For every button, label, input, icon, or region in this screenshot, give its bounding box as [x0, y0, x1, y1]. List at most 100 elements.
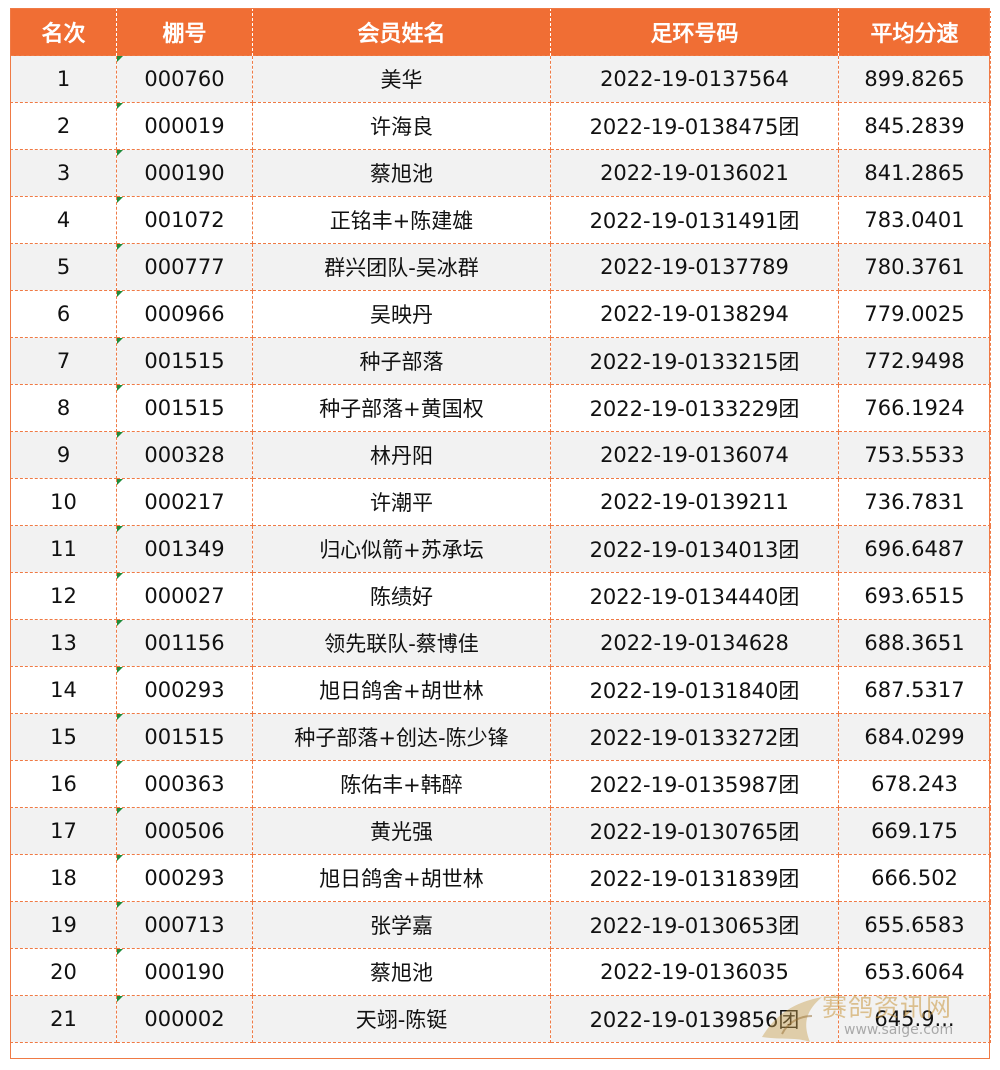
cell-ring-number[interactable]: 2022-19-0130765团: [550, 807, 839, 855]
cell-ring-number[interactable]: 2022-19-0138475团: [550, 102, 839, 150]
cell-rank[interactable]: 10: [10, 478, 117, 526]
cell-loft-number[interactable]: 000506: [116, 807, 253, 855]
cell-average-speed[interactable]: 696.6487: [838, 525, 991, 573]
cell-average-speed[interactable]: 687.5317: [838, 666, 991, 714]
cell-member-name[interactable]: 正铭丰+陈建雄: [252, 196, 551, 244]
cell-member-name[interactable]: 旭日鸽舍+胡世林: [252, 854, 551, 902]
cell-member-name[interactable]: 天翊-陈铤: [252, 995, 551, 1043]
cell-rank[interactable]: 21: [10, 995, 117, 1043]
cell-member-name[interactable]: 林丹阳: [252, 431, 551, 479]
cell-rank[interactable]: 9: [10, 431, 117, 479]
cell-average-speed[interactable]: 693.6515: [838, 572, 991, 620]
cell-member-name[interactable]: 蔡旭池: [252, 149, 551, 197]
cell-loft-number[interactable]: 000190: [116, 149, 253, 197]
cell-loft-number[interactable]: 001156: [116, 619, 253, 667]
cell-rank[interactable]: 13: [10, 619, 117, 667]
cell-loft-number[interactable]: 000217: [116, 478, 253, 526]
cell-average-speed[interactable]: 783.0401: [838, 196, 991, 244]
cell-average-speed[interactable]: 780.3761: [838, 243, 991, 291]
header-rank[interactable]: 名次: [10, 8, 117, 56]
cell-rank[interactable]: 12: [10, 572, 117, 620]
cell-average-speed[interactable]: 736.7831: [838, 478, 991, 526]
cell-member-name[interactable]: 吴映丹: [252, 290, 551, 338]
cell-loft-number[interactable]: 001515: [116, 337, 253, 385]
cell-loft-number[interactable]: 000777: [116, 243, 253, 291]
cell-loft-number[interactable]: 001515: [116, 384, 253, 432]
cell-average-speed[interactable]: 645.9...: [838, 995, 991, 1043]
cell-average-speed[interactable]: 653.6064: [838, 948, 991, 996]
cell-loft-number[interactable]: 001515: [116, 713, 253, 761]
cell-member-name[interactable]: 蔡旭池: [252, 948, 551, 996]
cell-member-name[interactable]: 张学嘉: [252, 901, 551, 949]
cell-average-speed[interactable]: 772.9498: [838, 337, 991, 385]
cell-loft-number[interactable]: 000027: [116, 572, 253, 620]
cell-ring-number[interactable]: 2022-19-0139211: [550, 478, 839, 526]
cell-loft-number[interactable]: 000293: [116, 854, 253, 902]
header-average-speed[interactable]: 平均分速: [838, 8, 991, 56]
cell-loft-number[interactable]: 000713: [116, 901, 253, 949]
cell-loft-number[interactable]: 000190: [116, 948, 253, 996]
cell-rank[interactable]: 18: [10, 854, 117, 902]
cell-average-speed[interactable]: 845.2839: [838, 102, 991, 150]
cell-rank[interactable]: 20: [10, 948, 117, 996]
cell-rank[interactable]: 7: [10, 337, 117, 385]
cell-rank[interactable]: 5: [10, 243, 117, 291]
cell-ring-number[interactable]: 2022-19-0131491团: [550, 196, 839, 244]
cell-ring-number[interactable]: 2022-19-0139856团: [550, 995, 839, 1043]
cell-loft-number[interactable]: 000328: [116, 431, 253, 479]
cell-loft-number[interactable]: 000760: [116, 55, 253, 103]
cell-rank[interactable]: 15: [10, 713, 117, 761]
cell-member-name[interactable]: 许海良: [252, 102, 551, 150]
cell-loft-number[interactable]: 001072: [116, 196, 253, 244]
cell-member-name[interactable]: 种子部落: [252, 337, 551, 385]
cell-average-speed[interactable]: 678.243: [838, 760, 991, 808]
cell-ring-number[interactable]: 2022-19-0133272团: [550, 713, 839, 761]
cell-rank[interactable]: 8: [10, 384, 117, 432]
cell-member-name[interactable]: 许潮平: [252, 478, 551, 526]
header-member-name[interactable]: 会员姓名: [252, 8, 551, 56]
cell-rank[interactable]: 11: [10, 525, 117, 573]
cell-average-speed[interactable]: 655.6583: [838, 901, 991, 949]
cell-ring-number[interactable]: 2022-19-0138294: [550, 290, 839, 338]
cell-ring-number[interactable]: 2022-19-0137789: [550, 243, 839, 291]
cell-member-name[interactable]: 陈佑丰+韩醉: [252, 760, 551, 808]
cell-ring-number[interactable]: 2022-19-0130653团: [550, 901, 839, 949]
cell-ring-number[interactable]: 2022-19-0135987团: [550, 760, 839, 808]
cell-ring-number[interactable]: 2022-19-0133229团: [550, 384, 839, 432]
cell-average-speed[interactable]: 841.2865: [838, 149, 991, 197]
header-ring-number[interactable]: 足环号码: [550, 8, 839, 56]
cell-member-name[interactable]: 黄光强: [252, 807, 551, 855]
cell-average-speed[interactable]: 688.3651: [838, 619, 991, 667]
cell-loft-number[interactable]: 000293: [116, 666, 253, 714]
cell-rank[interactable]: 1: [10, 55, 117, 103]
cell-rank[interactable]: 2: [10, 102, 117, 150]
cell-member-name[interactable]: 陈绩好: [252, 572, 551, 620]
cell-member-name[interactable]: 归心似箭+苏承坛: [252, 525, 551, 573]
cell-member-name[interactable]: 美华: [252, 55, 551, 103]
cell-loft-number[interactable]: 000363: [116, 760, 253, 808]
cell-average-speed[interactable]: 766.1924: [838, 384, 991, 432]
cell-rank[interactable]: 6: [10, 290, 117, 338]
cell-ring-number[interactable]: 2022-19-0134440团: [550, 572, 839, 620]
cell-average-speed[interactable]: 753.5533: [838, 431, 991, 479]
cell-rank[interactable]: 3: [10, 149, 117, 197]
cell-ring-number[interactable]: 2022-19-0134013团: [550, 525, 839, 573]
cell-rank[interactable]: 16: [10, 760, 117, 808]
cell-member-name[interactable]: 群兴团队-吴冰群: [252, 243, 551, 291]
cell-member-name[interactable]: 种子部落+黄国权: [252, 384, 551, 432]
cell-loft-number[interactable]: 000966: [116, 290, 253, 338]
cell-member-name[interactable]: 旭日鸽舍+胡世林: [252, 666, 551, 714]
cell-average-speed[interactable]: 666.502: [838, 854, 991, 902]
cell-ring-number[interactable]: 2022-19-0133215团: [550, 337, 839, 385]
cell-ring-number[interactable]: 2022-19-0134628: [550, 619, 839, 667]
cell-loft-number[interactable]: 001349: [116, 525, 253, 573]
cell-ring-number[interactable]: 2022-19-0136074: [550, 431, 839, 479]
cell-loft-number[interactable]: 000019: [116, 102, 253, 150]
cell-ring-number[interactable]: 2022-19-0137564: [550, 55, 839, 103]
cell-ring-number[interactable]: 2022-19-0136021: [550, 149, 839, 197]
cell-average-speed[interactable]: 899.8265: [838, 55, 991, 103]
cell-average-speed[interactable]: 779.0025: [838, 290, 991, 338]
cell-rank[interactable]: 17: [10, 807, 117, 855]
cell-average-speed[interactable]: 684.0299: [838, 713, 991, 761]
cell-ring-number[interactable]: 2022-19-0131839团: [550, 854, 839, 902]
